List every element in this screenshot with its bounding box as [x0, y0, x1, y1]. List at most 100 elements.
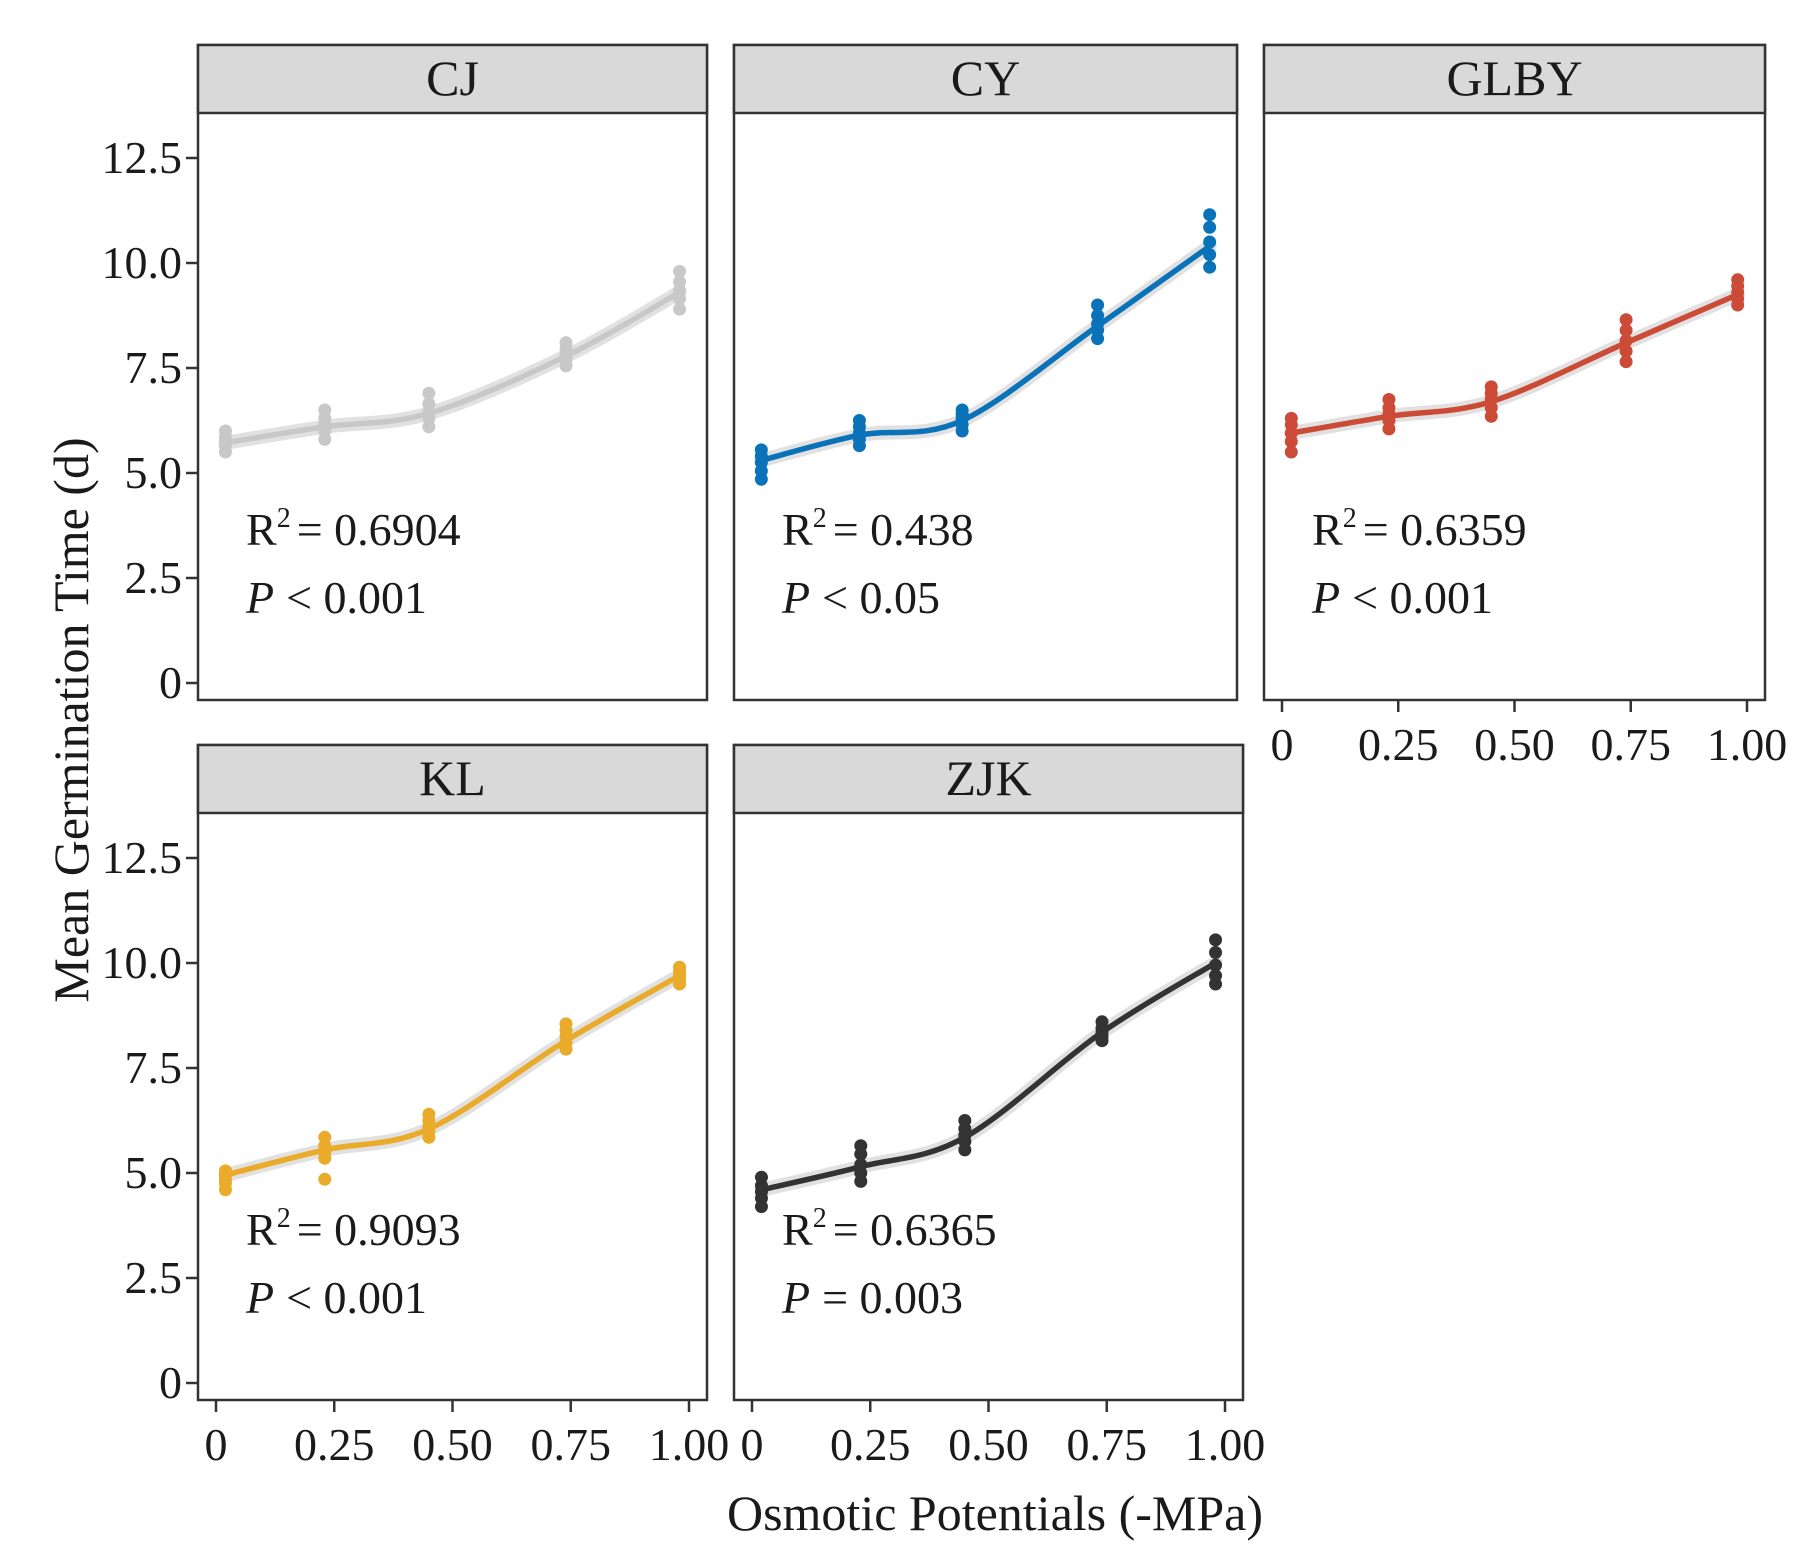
x-tick-label: 0 — [205, 1419, 228, 1470]
data-point — [1619, 313, 1633, 327]
y-tick-label: 10.0 — [102, 937, 183, 988]
data-point — [1095, 1015, 1109, 1029]
y-axis-title: Mean Germination Time (d) — [43, 437, 99, 1002]
x-tick-label: 1.00 — [1185, 1419, 1266, 1470]
y-tick-label: 2.5 — [125, 1252, 183, 1303]
x-tick-label: 0 — [1271, 719, 1294, 770]
data-point — [673, 264, 687, 278]
data-point — [218, 424, 232, 438]
x-tick-label: 0.50 — [948, 1419, 1029, 1470]
y-tick-label: 7.5 — [125, 342, 183, 393]
data-point — [1203, 260, 1217, 274]
panel-cj: CJ R2 = 0.6904 P < 0.001 0 2.5 5.0 7.5 10.0 12.5 — [102, 43, 709, 708]
panel-frame — [1262, 43, 1767, 702]
panel-glby: GLBY R2 = 0.6359 P < 0.001 0 0.25 0.50 0.75 1.00 — [1262, 43, 1788, 770]
p-value-label: P < 0.001 — [1311, 572, 1493, 623]
data-point — [1203, 208, 1217, 222]
data-point — [1619, 344, 1633, 358]
data-point — [318, 1130, 332, 1144]
data-point — [1209, 933, 1223, 947]
facet-panels: CJ R2 = 0.6904 P < 0.001 0 2.5 5.0 7.5 10.0 12.5 CY… — [102, 43, 1788, 1470]
panel-frame — [196, 743, 709, 1402]
data-point — [422, 1107, 436, 1121]
fit-line — [758, 960, 1219, 1193]
data-point — [754, 1170, 768, 1184]
p-value-label: P < 0.05 — [781, 572, 940, 623]
y-axis: 0 2.5 5.0 7.5 10.0 12.5 — [102, 132, 198, 708]
data-point — [854, 1139, 868, 1153]
y-tick-label: 7.5 — [125, 1042, 183, 1093]
x-tick-label: 0.75 — [1067, 1419, 1148, 1470]
facet-strip-label: CY — [951, 50, 1020, 106]
r-squared-label: R2 = 0.6904 — [246, 503, 461, 555]
y-tick-label: 5.0 — [125, 447, 183, 498]
facet-strip — [732, 743, 1245, 815]
data-point — [754, 443, 768, 457]
x-tick-label: 1.00 — [649, 1419, 730, 1470]
data-point — [559, 336, 573, 350]
facet-strip-label: CJ — [426, 50, 479, 106]
y-tick-label: 12.5 — [102, 832, 183, 883]
r-squared-label: R2 = 0.6359 — [1312, 503, 1527, 555]
x-tick-label: 0.75 — [531, 1419, 612, 1470]
data-point — [1284, 411, 1298, 425]
data-point — [1619, 323, 1633, 337]
y-tick-label: 5.0 — [125, 1147, 183, 1198]
facet-strip-label: ZJK — [945, 750, 1031, 806]
data-point — [673, 275, 687, 289]
x-tick-label: 0.25 — [1358, 719, 1439, 770]
facet-strip-label: KL — [419, 750, 486, 806]
panel-frame — [732, 743, 1245, 1402]
fit-line — [222, 289, 683, 446]
r-squared-label: R2 = 0.9093 — [246, 1203, 461, 1255]
p-value-label: P < 0.001 — [245, 572, 427, 623]
data-point — [1091, 298, 1105, 312]
x-axis: 0 0.25 0.50 0.75 1.00 — [205, 1400, 730, 1470]
data-point — [1209, 946, 1223, 959]
x-tick-label: 0.25 — [294, 1419, 375, 1470]
fit-line — [222, 972, 683, 1178]
x-axis: 0 0.25 0.50 0.75 1.00 — [1271, 700, 1788, 770]
data-point — [422, 386, 436, 400]
fit-line — [758, 243, 1213, 464]
x-tick-label: 0.50 — [412, 1419, 493, 1470]
p-value-label: P < 0.001 — [245, 1272, 427, 1323]
panel-frame — [732, 43, 1239, 702]
facet-strip — [196, 43, 709, 115]
x-tick-label: 0.50 — [1474, 719, 1555, 770]
y-tick-label: 0 — [159, 657, 182, 708]
data-point — [1209, 969, 1223, 983]
facet-strip — [1262, 43, 1767, 115]
data-point — [1382, 393, 1396, 406]
x-axis-title: Osmotic Potentials (-MPa) — [727, 1485, 1263, 1541]
data-point — [1619, 355, 1633, 369]
panel-frame — [196, 43, 709, 702]
data-point — [673, 302, 687, 316]
r-squared-label: R2 = 0.438 — [782, 503, 974, 555]
x-tick-label: 0 — [741, 1419, 764, 1470]
data-point — [1203, 220, 1217, 234]
data-point — [1484, 380, 1498, 394]
panel-zjk: ZJK R2 = 0.6365 P = 0.003 0 0.25 0.50 0.75 1.00 — [732, 743, 1266, 1470]
data-point — [1731, 273, 1745, 287]
facet-strip-label: GLBY — [1446, 50, 1582, 106]
data-point — [955, 403, 969, 417]
data-point — [318, 403, 332, 417]
x-axis: 0 0.25 0.50 0.75 1.00 — [741, 1400, 1266, 1470]
y-tick-label: 12.5 — [102, 132, 183, 183]
p-value-label: P = 0.003 — [781, 1272, 963, 1323]
data-point — [852, 414, 866, 427]
data-point — [673, 960, 687, 974]
data-point — [559, 1017, 573, 1031]
y-tick-label: 2.5 — [125, 552, 183, 603]
y-axis: 0 2.5 5.0 7.5 10.0 12.5 — [102, 832, 198, 1408]
facet-strip — [196, 743, 709, 815]
x-tick-label: 1.00 — [1707, 719, 1788, 770]
data-point — [422, 397, 436, 411]
r-squared-label: R2 = 0.6365 — [782, 1203, 997, 1255]
facet-strip — [732, 43, 1239, 115]
data-point — [1091, 309, 1105, 322]
panel-kl: KL R2 = 0.9093 P < 0.001 0 2.5 5.0 7.5 10.0 12.5 0 0… — [102, 743, 730, 1470]
panel-cy: CY R2 = 0.438 P < 0.05 — [732, 43, 1239, 702]
